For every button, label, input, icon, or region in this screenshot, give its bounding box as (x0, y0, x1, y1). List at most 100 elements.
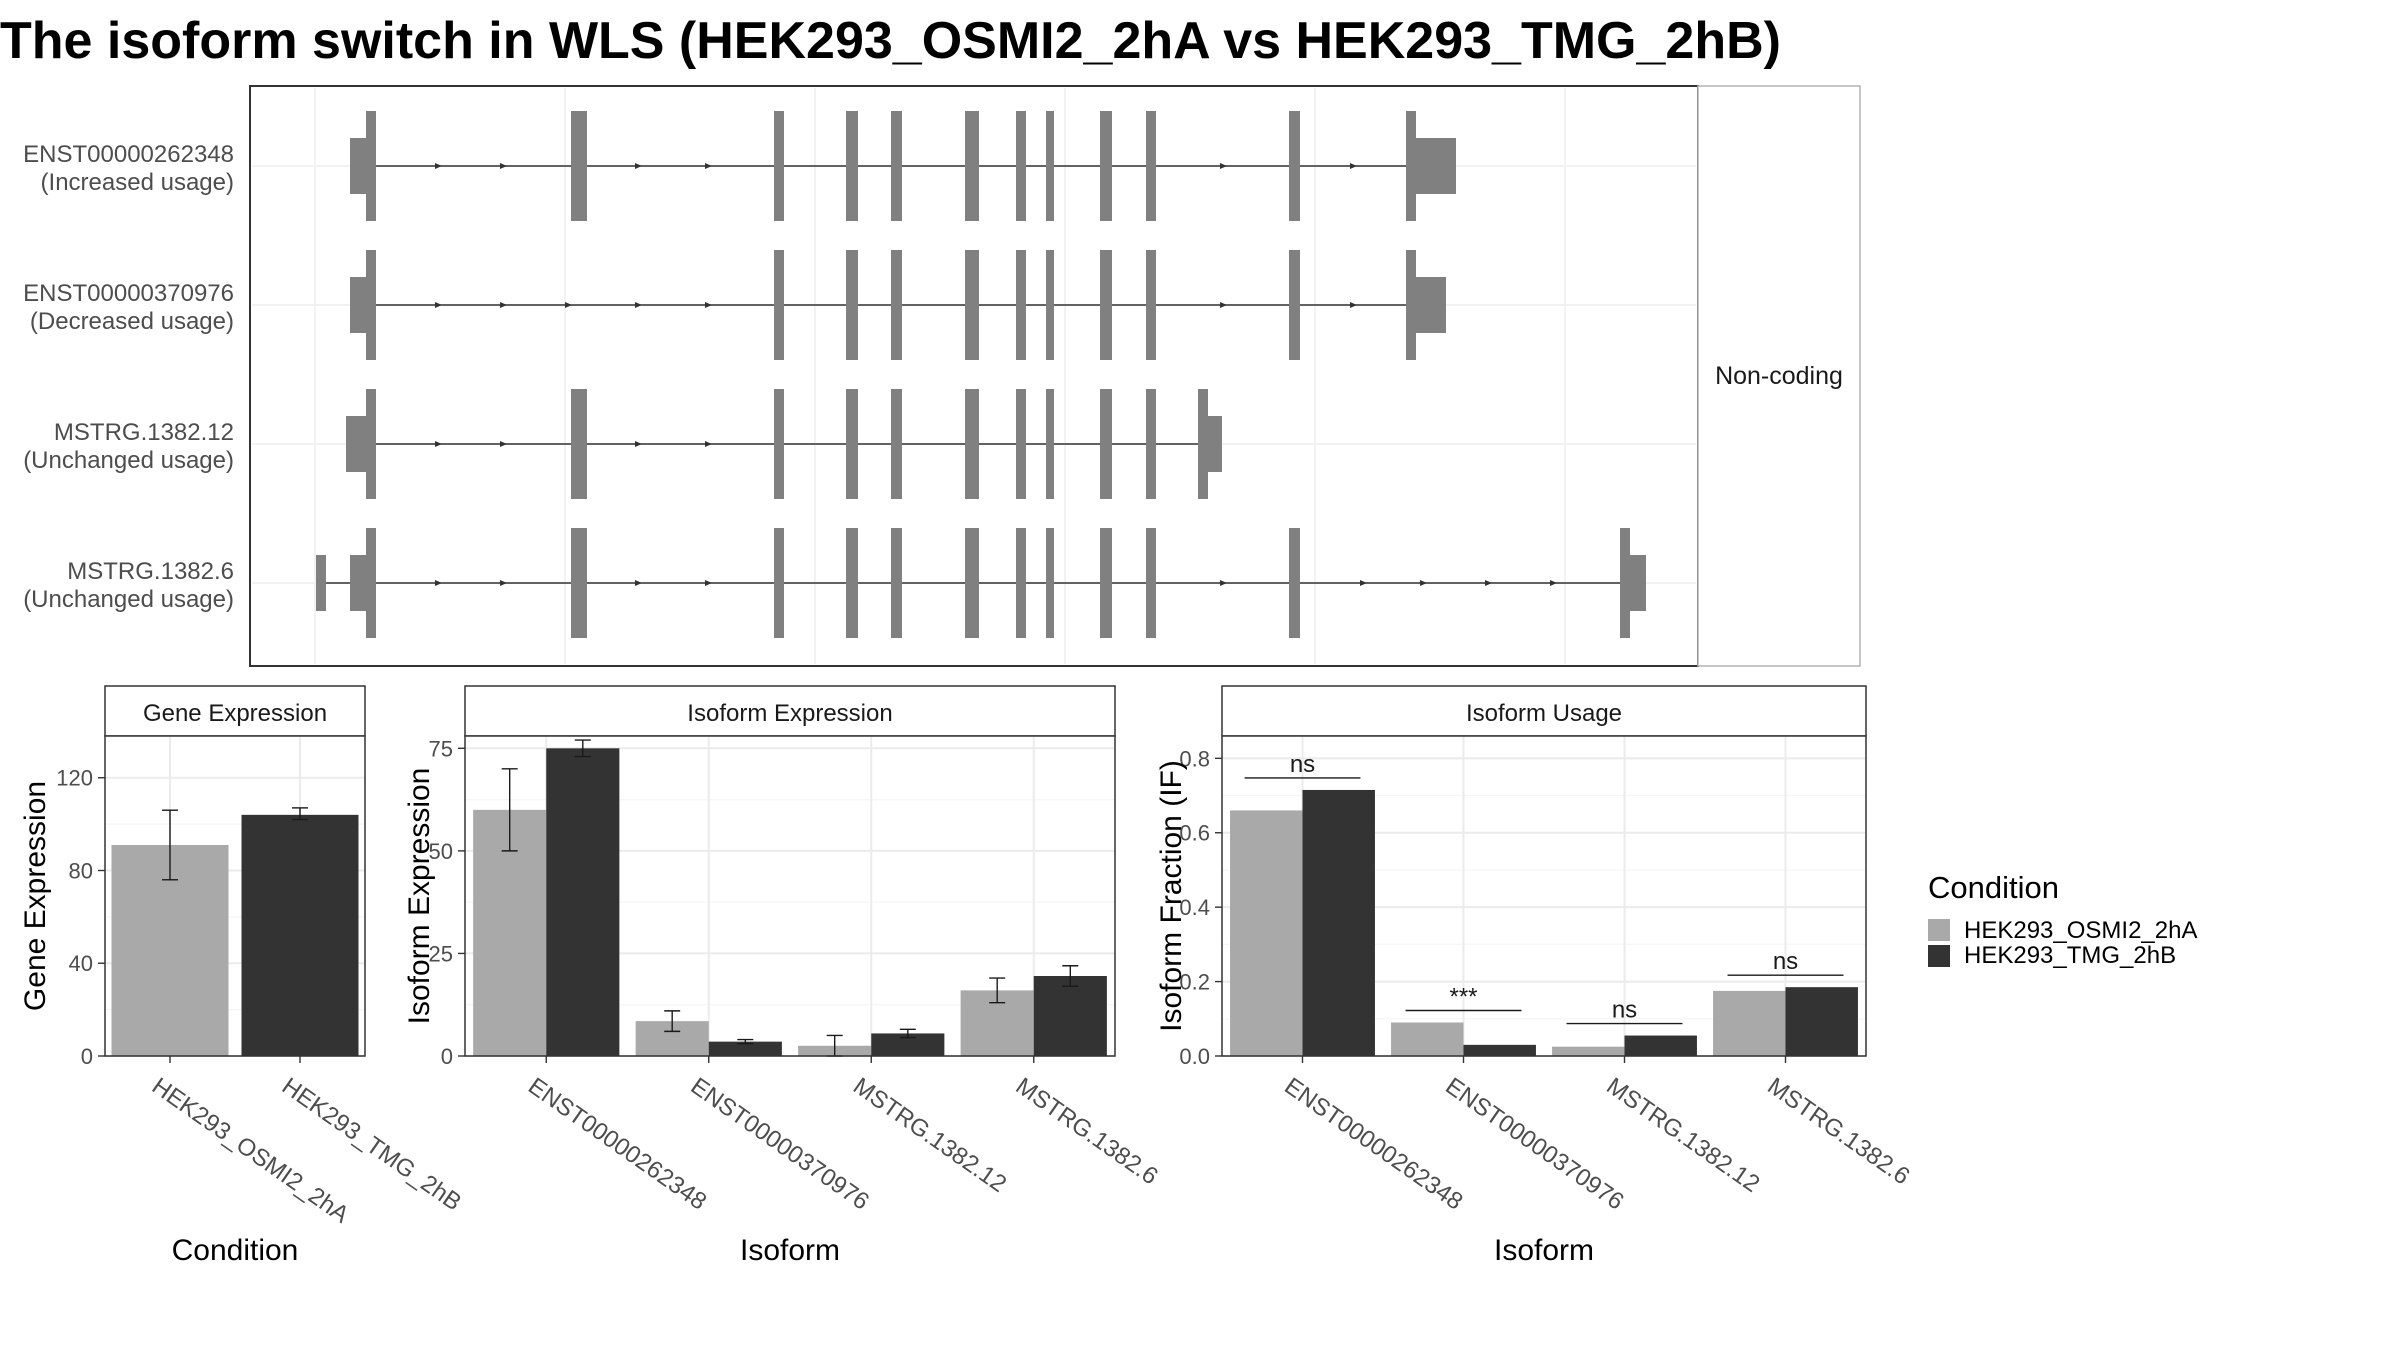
transcript-usage-label: (Unchanged usage) (23, 447, 234, 474)
coding-exon (1406, 111, 1416, 221)
coding-exon (774, 389, 784, 499)
bar (1033, 976, 1107, 1056)
chart-panel-gene-expression: Gene Expression04080120HEK293_OSMI2_2hAH… (19, 685, 466, 1267)
x-tick-label: MSTRG.1382.6 (1762, 1073, 1914, 1191)
x-tick-label: MSTRG.1382.6 (1011, 1073, 1163, 1191)
bar (1713, 990, 1786, 1056)
coding-exon (846, 389, 858, 499)
bar (1785, 987, 1858, 1056)
y-tick-label: 80 (69, 858, 93, 883)
error-bar (162, 809, 178, 881)
transcript-track-4 (316, 528, 1646, 638)
y-tick-label: 0.8 (1179, 746, 1210, 771)
strand-arrow (435, 302, 442, 308)
transcript-tracks (316, 111, 1646, 638)
error-bar (501, 768, 518, 852)
coding-exon (891, 389, 902, 499)
bar (871, 1033, 945, 1056)
coding-exon (1620, 528, 1630, 638)
coding-exon (1046, 528, 1054, 638)
y-tick-label: 0 (81, 1044, 93, 1069)
y-tick-label: 50 (429, 839, 453, 864)
coding-exon (1289, 528, 1300, 638)
bar (1624, 1035, 1697, 1056)
coding-exon (846, 250, 858, 360)
legend-label-a: HEK293_OSMI2_2hA (1964, 917, 2197, 944)
coding-exon (1146, 111, 1156, 221)
y-tick-label: 0 (441, 1044, 453, 1069)
coding-exon (846, 111, 858, 221)
coding-exon (965, 528, 979, 638)
coding-exon (774, 111, 784, 221)
y-tick-label: 25 (429, 941, 453, 966)
strand-arrow (705, 302, 712, 308)
x-tick-label: ENST00000262348 (523, 1073, 711, 1216)
significance-label: *** (1449, 984, 1477, 1011)
plot-border (1221, 735, 1867, 1057)
strand-arrow (1550, 580, 1557, 586)
legend-swatch-a (1928, 919, 1950, 941)
coding-exon (965, 111, 979, 221)
y-tick-label: 75 (429, 736, 453, 761)
strand-arrow (635, 580, 642, 586)
transcript-usage-label: (Unchanged usage) (23, 586, 234, 613)
legend-title: Condition (1928, 870, 2059, 905)
strand-arrow (1420, 580, 1427, 586)
strand-arrow (635, 302, 642, 308)
panel-strip-title: Isoform Usage (1466, 700, 1622, 727)
transcript-label-2: ENST00000370976 (Decreased usage) (23, 280, 234, 335)
coding-exon (1406, 250, 1416, 360)
coding-exon (846, 528, 858, 638)
coding-exon (571, 528, 587, 638)
bar (241, 814, 359, 1056)
coding-exon (1046, 111, 1054, 221)
coding-exon (1046, 389, 1054, 499)
legend-swatch-b (1928, 945, 1950, 967)
strand-arrow (1485, 580, 1492, 586)
utr-exon (346, 416, 366, 472)
chart-panel-isoform-usage: Isoform Usage ns *** ns ns 0.0 0.2 0.4 0.6 0.8 ENS… (1155, 685, 1914, 1267)
bar (1302, 789, 1375, 1056)
error-bar (292, 807, 308, 821)
error-bar (664, 1010, 681, 1033)
x-axis-title: Isoform (740, 1234, 840, 1267)
error-bar (737, 1038, 754, 1045)
chart-panel-isoform-expression: Isoform Expression 0 25 50 75 ENST00000262348… (403, 685, 1163, 1267)
strand-arrow (435, 163, 442, 169)
coding-exon (366, 250, 376, 360)
error-bar (899, 1028, 916, 1039)
coding-exon (1100, 111, 1112, 221)
coding-exon (1016, 389, 1026, 499)
strand-arrow (1350, 163, 1357, 169)
coding-exon (1046, 250, 1054, 360)
x-tick-label: ENST00000262348 (1279, 1073, 1467, 1216)
significance-label: ns (1290, 751, 1315, 778)
coding-exon (1289, 250, 1300, 360)
error-bar (989, 977, 1006, 1004)
y-tick-label: 120 (56, 766, 93, 791)
bar (1391, 1022, 1464, 1056)
legend: Condition HEK293_OSMI2_2hA HEK293_TMG_2h… (1928, 870, 2197, 969)
strand-arrow (1220, 302, 1227, 308)
coding-exon (1016, 250, 1026, 360)
coding-exon (1016, 528, 1026, 638)
bar (708, 1041, 782, 1056)
coding-exon (1100, 250, 1112, 360)
strand-arrow (500, 441, 507, 447)
panel-strip-title: Isoform Expression (687, 700, 892, 727)
coding-exon (1198, 389, 1208, 499)
coding-exon (891, 111, 902, 221)
coding-exon (1100, 528, 1112, 638)
y-tick-label: 0.4 (1179, 895, 1210, 920)
coding-exon (366, 389, 376, 499)
significance-label: ns (1773, 948, 1798, 975)
utr-exon (1416, 277, 1446, 333)
coding-exon (891, 250, 902, 360)
coding-exon (1146, 389, 1156, 499)
utr-exon (350, 277, 366, 333)
y-tick-label: 0.6 (1179, 821, 1210, 846)
coding-exon (774, 528, 784, 638)
transcript-id-label: MSTRG.1382.12 (54, 419, 234, 446)
x-tick-label: MSTRG.1382.12 (1601, 1073, 1764, 1198)
x-tick-label: ENST00000370976 (1440, 1073, 1628, 1216)
